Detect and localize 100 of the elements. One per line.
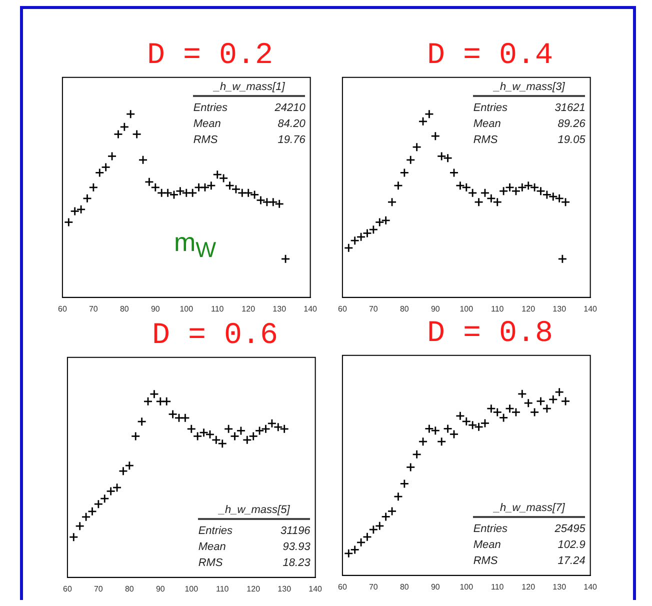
x-tick-label: 110 [210, 304, 224, 314]
point [224, 424, 234, 434]
point [474, 197, 484, 207]
x-tick-label: 110 [216, 584, 230, 594]
point [344, 243, 354, 253]
point [344, 548, 354, 558]
text: Entries 25495 [473, 523, 586, 536]
point [412, 450, 422, 460]
point [406, 155, 416, 165]
point [254, 426, 264, 436]
x-tick-label: 140 [584, 582, 598, 592]
point [88, 182, 98, 192]
x-tick-label: 60 [338, 304, 348, 314]
point [418, 116, 428, 126]
point [230, 432, 240, 441]
x-tick-label: 100 [180, 304, 194, 314]
point [560, 396, 570, 406]
text: RMS 18.23 [198, 557, 310, 570]
text: Mean 102.9 [473, 539, 586, 552]
point [449, 168, 459, 178]
x-tick-label: 70 [368, 304, 378, 314]
x-tick-label: 60 [58, 304, 68, 314]
point [498, 186, 508, 196]
point [180, 413, 190, 423]
text: Mean 89.26 [473, 118, 586, 130]
point [394, 492, 403, 502]
x-tick-label: 100 [184, 584, 199, 594]
point [242, 435, 252, 445]
point [156, 396, 166, 406]
x-tick-label: 70 [88, 304, 98, 314]
point [88, 506, 97, 516]
point [107, 152, 117, 161]
point [387, 506, 397, 516]
x-tick-label: 80 [124, 584, 134, 594]
text: Mean 84.20 [193, 118, 306, 130]
text: Entries 31196 [198, 525, 310, 538]
point [548, 394, 558, 404]
x-tick-label: 90 [156, 584, 166, 594]
point [558, 254, 568, 264]
point [524, 398, 534, 408]
point [194, 182, 204, 192]
annotation: m$_{W}$ [174, 227, 216, 264]
point [64, 218, 74, 227]
x-tick-label: 80 [120, 304, 130, 314]
chart-title: D = 0.6 [150, 319, 280, 353]
point [542, 404, 552, 414]
text: _h_w_mass[1] [193, 81, 306, 98]
point [192, 432, 202, 441]
x-tick-label: 140 [308, 584, 323, 594]
text: Entries 24210 [193, 102, 306, 114]
point [356, 232, 366, 242]
point [368, 224, 378, 234]
x-tick-label: 70 [94, 584, 104, 594]
x-tick-label: 90 [430, 582, 440, 592]
point [188, 188, 198, 198]
x-tick-label: 110 [490, 304, 504, 314]
x-tick-label: 90 [430, 304, 440, 314]
point [132, 130, 142, 139]
x-tick-label: 120 [242, 304, 256, 314]
point [381, 512, 391, 522]
point [362, 228, 372, 238]
point [70, 206, 80, 216]
point [100, 494, 110, 504]
point [206, 180, 216, 190]
point [94, 499, 104, 509]
point [350, 236, 360, 246]
chart-title: D = 0.8 [426, 317, 554, 351]
point [356, 538, 366, 548]
point [150, 389, 159, 399]
point [430, 131, 440, 141]
point [76, 204, 86, 214]
x-tick-label: 60 [338, 582, 348, 592]
point [394, 180, 403, 190]
x-tick-label: 130 [552, 304, 567, 314]
text: _h_w_mass[3] [473, 81, 586, 98]
point [248, 432, 258, 441]
point [412, 142, 422, 152]
point [517, 389, 527, 399]
x-tick-label: 80 [400, 582, 410, 592]
point [124, 460, 134, 470]
point [94, 168, 104, 178]
point [130, 432, 140, 441]
x-tick-label: 120 [246, 584, 261, 594]
text: RMS 17.24 [473, 555, 586, 568]
x-tick-label: 90 [150, 304, 160, 314]
annotation: _h_w_mass[7] [473, 502, 586, 518]
x-tick-label: 80 [400, 304, 410, 314]
point [517, 182, 527, 192]
x-tick-label: 110 [490, 582, 504, 592]
point [374, 218, 384, 227]
point [81, 512, 91, 522]
point [350, 545, 360, 554]
point [554, 387, 564, 397]
point [424, 109, 434, 119]
point [536, 396, 546, 406]
x-tick-label: 140 [304, 304, 318, 314]
point [118, 466, 128, 476]
point [406, 462, 416, 472]
x-tick-label: 130 [278, 584, 292, 594]
point [400, 479, 410, 488]
